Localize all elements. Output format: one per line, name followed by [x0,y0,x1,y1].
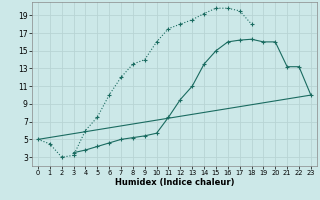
X-axis label: Humidex (Indice chaleur): Humidex (Indice chaleur) [115,178,234,187]
